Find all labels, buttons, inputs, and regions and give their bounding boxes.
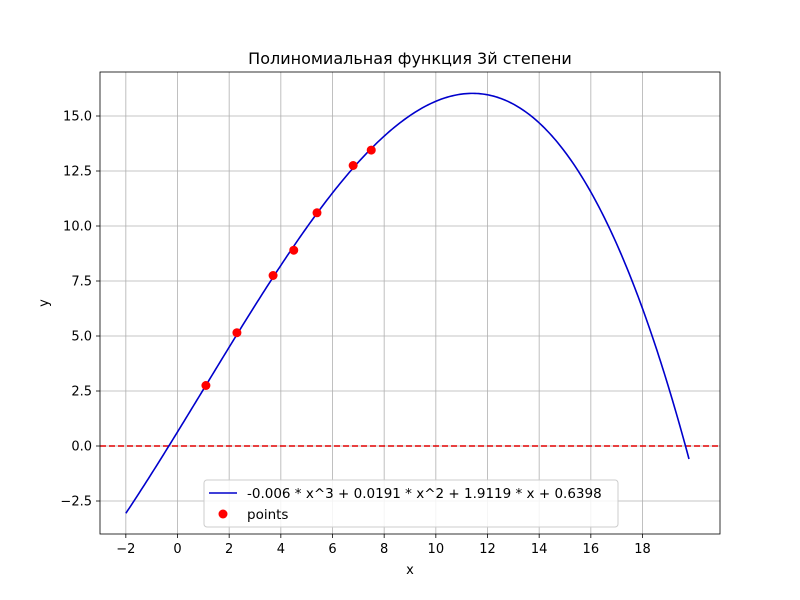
x-tick-label: 18 xyxy=(634,542,651,557)
scatter-point xyxy=(201,381,211,390)
scatter-point xyxy=(312,208,322,218)
x-axis-label: x xyxy=(406,563,414,578)
chart-title: Полиномиальная функция 3й степени xyxy=(248,49,572,68)
scatter-point xyxy=(289,245,299,255)
y-tick-label: 0.0 xyxy=(71,440,92,455)
x-tick-label: 4 xyxy=(277,542,285,557)
x-tick-label: 0 xyxy=(173,542,181,557)
legend-point-swatch xyxy=(218,509,228,519)
y-tick-label: 12.5 xyxy=(63,165,92,180)
x-tick-label: 14 xyxy=(531,542,548,557)
y-tick-label: 10.0 xyxy=(63,220,92,235)
x-tick-label: 6 xyxy=(328,542,336,557)
legend: -0.006 * x^3 + 0.0191 * x^2 + 1.9119 * x… xyxy=(203,479,619,528)
scatter-point xyxy=(348,161,358,170)
scatter-point xyxy=(232,328,242,338)
y-axis-label: y xyxy=(37,299,52,307)
scatter-point xyxy=(268,271,278,280)
legend-entry: -0.006 * x^3 + 0.0191 * x^2 + 1.9119 * x… xyxy=(247,486,602,502)
legend-entry: points xyxy=(247,507,288,523)
x-tick-label: −2 xyxy=(116,542,135,557)
y-tick-label: 7.5 xyxy=(71,275,92,290)
polynomial-line xyxy=(125,92,690,514)
legend-box xyxy=(203,479,619,528)
x-tick-label: 8 xyxy=(380,542,388,557)
grid xyxy=(100,72,720,534)
y-tick-label: −2.5 xyxy=(60,495,92,510)
y-tick-label: 15.0 xyxy=(63,110,92,125)
plot-frame xyxy=(99,71,721,535)
x-tick-label: 10 xyxy=(428,542,445,557)
y-tick-label: 5.0 xyxy=(71,330,92,345)
axes xyxy=(99,71,721,535)
series xyxy=(125,92,690,514)
scatter-point xyxy=(366,145,376,155)
x-tick-label: 2 xyxy=(225,542,233,557)
ticks: −2 0 2 4 6 8 10 12 14 16 18 −2.5 0.0 2.5 5.0 7.5 10.0 12.… xyxy=(60,110,650,558)
y-tick-label: 2.5 xyxy=(71,385,92,400)
x-tick-label: 12 xyxy=(479,542,496,557)
x-tick-label: 16 xyxy=(583,542,600,557)
